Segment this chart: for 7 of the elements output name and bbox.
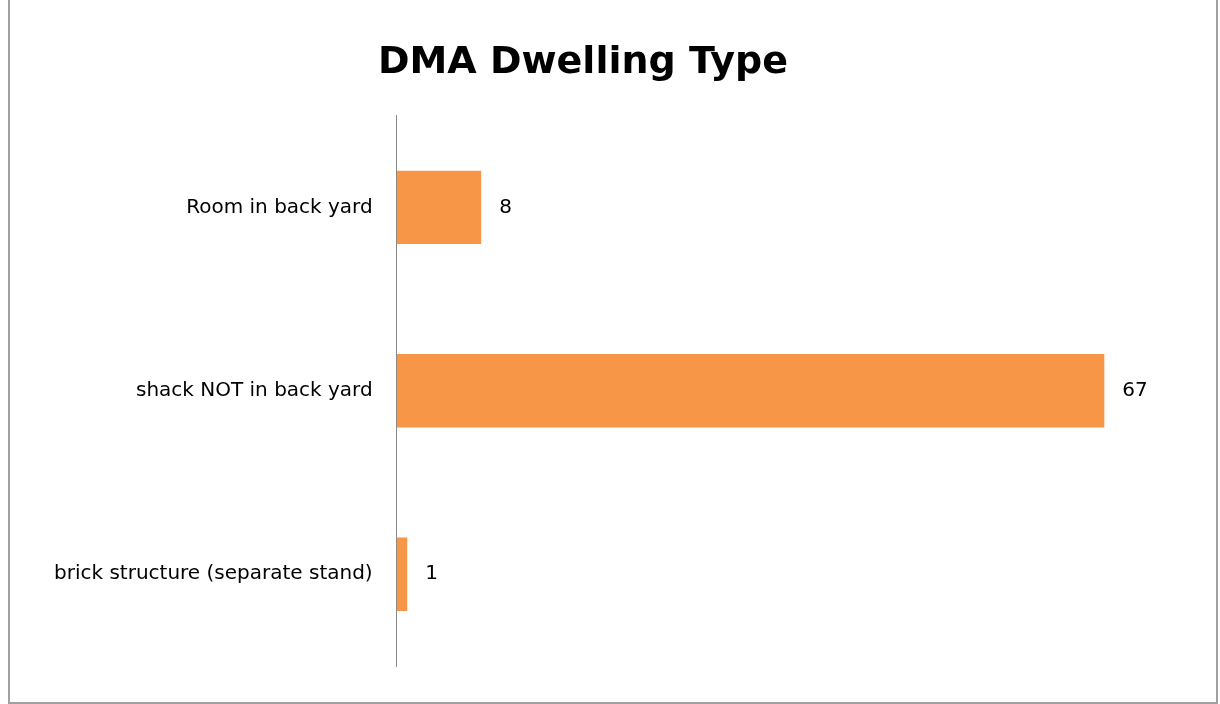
y-tick-label: shack NOT in back yard — [135, 377, 373, 401]
y-tick-label: Room in back yard — [186, 193, 373, 218]
y-tick-label: brick structure (separate stand) — [53, 560, 373, 585]
data-label: 1 — [425, 560, 438, 585]
data-label: 8 — [499, 193, 512, 218]
data-label: 67 — [1122, 377, 1148, 401]
chart-title: DMA Dwelling Type — [377, 37, 789, 82]
